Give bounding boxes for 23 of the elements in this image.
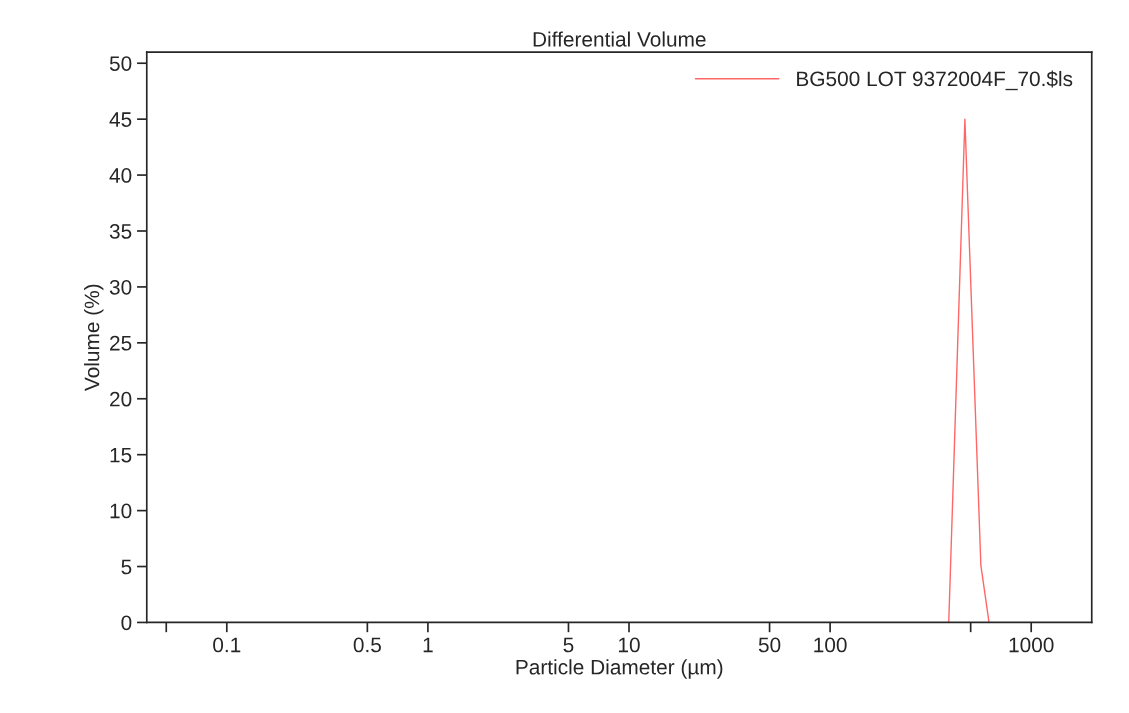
x-tick-label: 5 xyxy=(563,637,574,653)
x-tick-label: 1000 xyxy=(1009,637,1054,653)
legend-label: BG500 LOT 9372004F_70.$ls xyxy=(797,70,1073,91)
x-tick-label: 10 xyxy=(619,637,640,653)
y-tick-label: 0 xyxy=(121,615,132,631)
x-tick-label: 100 xyxy=(814,637,847,653)
y-tick-label: 25 xyxy=(110,335,132,351)
chart-title: Differential Volume xyxy=(533,31,706,47)
x-tick-label: 0.5 xyxy=(353,637,381,653)
x-tick-label: 50 xyxy=(758,637,781,653)
x-tick-label: 1 xyxy=(423,637,433,653)
y-tick-label: 30 xyxy=(109,279,132,295)
x-tick-label: 0.1 xyxy=(213,637,241,653)
x-axis-title: Particle Diameter (µm) xyxy=(516,659,723,679)
y-tick-label: 15 xyxy=(110,447,132,463)
y-tick-label: 50 xyxy=(109,56,132,71)
y-tick-label: 10 xyxy=(110,503,132,519)
y-tick-label: 45 xyxy=(109,112,132,127)
y-tick-label: 35 xyxy=(109,224,132,239)
y-axis-title: Volume (%) xyxy=(84,284,104,391)
y-tick-label: 40 xyxy=(109,168,132,183)
y-tick-label: 20 xyxy=(110,391,132,407)
y-tick-label: 5 xyxy=(121,559,132,575)
